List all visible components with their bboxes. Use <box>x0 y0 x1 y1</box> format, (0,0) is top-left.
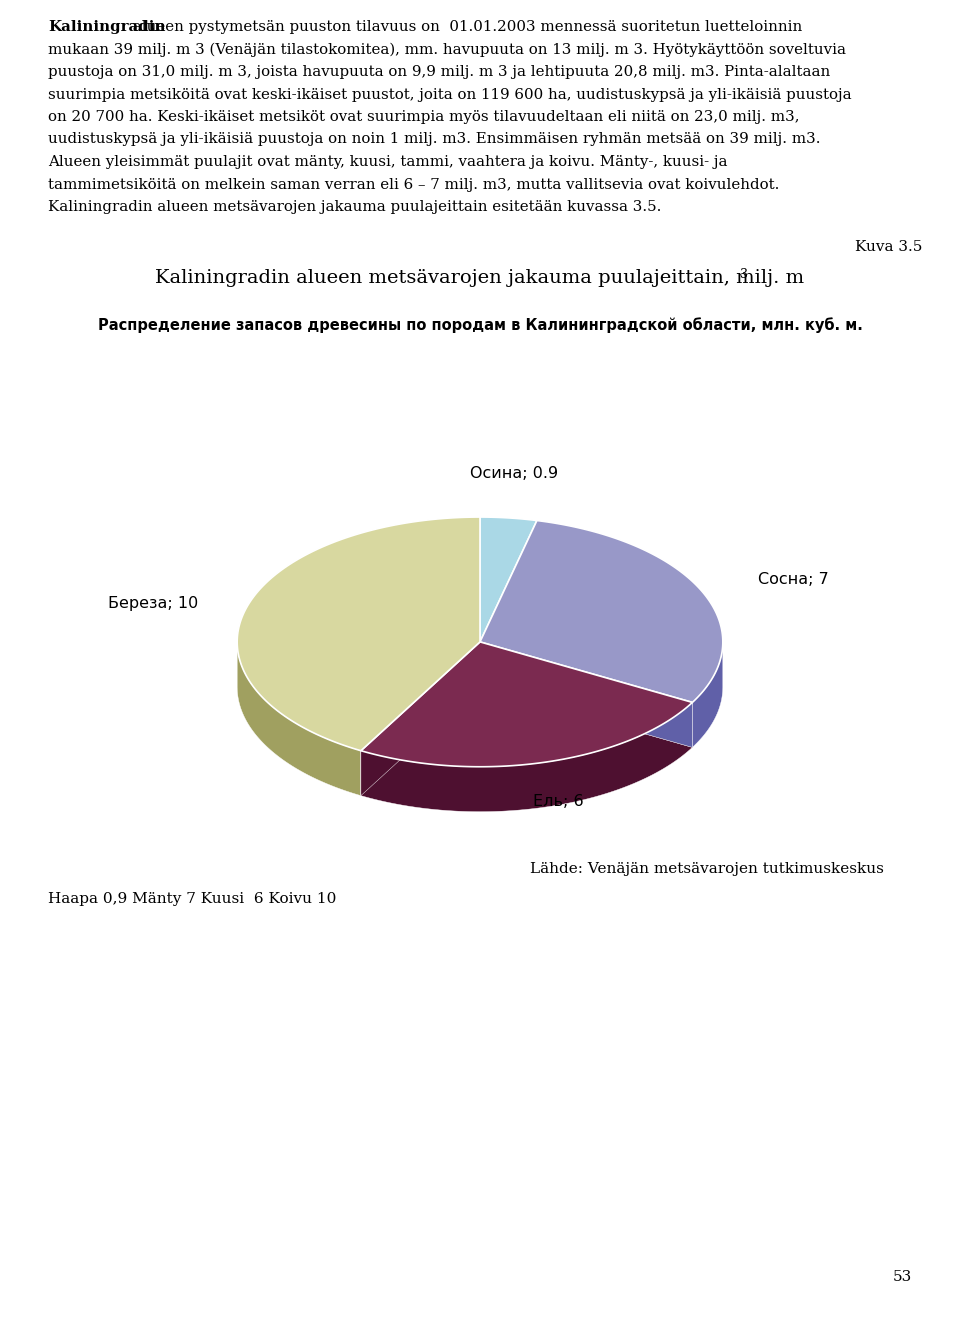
Text: Распределение запасов древесины по породам в Калининградской области, млн. куб. : Распределение запасов древесины по пород… <box>98 317 862 333</box>
Text: tammimetsiköitä on melkein saman verran eli 6 – 7 milj. m3, mutta vallitsevia ov: tammimetsiköitä on melkein saman verran … <box>48 177 780 192</box>
Text: alueen pystymetsän puuston tilavuus on  01.01.2003 mennessä suoritetun luetteloi: alueen pystymetsän puuston tilavuus on 0… <box>128 20 803 34</box>
Text: uudistuskypsä ja yli-ikäisiä puustoja on noin 1 milj. m3. Ensimmäisen ryhmän met: uudistuskypsä ja yli-ikäisiä puustoja on… <box>48 132 821 147</box>
Text: Alueen yleisimmät puulajit ovat mänty, kuusi, tammi, vaahtera ja koivu. Mänty-, : Alueen yleisimmät puulajit ovat mänty, k… <box>48 155 728 169</box>
Polygon shape <box>361 642 480 796</box>
Polygon shape <box>692 642 723 747</box>
Text: Ель; 6: Ель; 6 <box>533 793 584 809</box>
Text: mukaan 39 milj. m 3 (Venäjän tilastokomitea), mm. havupuuta on 13 milj. m 3. Hyö: mukaan 39 milj. m 3 (Venäjän tilastokomi… <box>48 42 846 57</box>
Polygon shape <box>361 702 692 812</box>
Text: 3: 3 <box>740 268 748 282</box>
Polygon shape <box>361 642 692 767</box>
Text: Kaliningradin: Kaliningradin <box>48 20 165 34</box>
Text: Береза; 10: Береза; 10 <box>108 596 198 611</box>
Text: puustoja on 31,0 milj. m 3, joista havupuuta on 9,9 milj. m 3 ja lehtipuuta 20,8: puustoja on 31,0 milj. m 3, joista havup… <box>48 65 830 79</box>
Polygon shape <box>480 642 692 747</box>
Text: Kaliningradin alueen metsävarojen jakauma puulajeittain esitetään kuvassa 3.5.: Kaliningradin alueen metsävarojen jakaum… <box>48 200 661 214</box>
Polygon shape <box>237 517 480 751</box>
Text: Kuva 3.5: Kuva 3.5 <box>854 241 922 254</box>
Text: Lähde: Venäjän metsävarojen tutkimuskeskus: Lähde: Venäjän metsävarojen tutkimuskesk… <box>530 862 884 876</box>
Polygon shape <box>361 642 480 796</box>
Text: Haapa 0,9 Mänty 7 Kuusi  6 Koivu 10: Haapa 0,9 Mänty 7 Kuusi 6 Koivu 10 <box>48 892 336 906</box>
Text: 53: 53 <box>893 1270 912 1284</box>
Polygon shape <box>480 521 723 702</box>
Text: on 20 700 ha. Keski-ikäiset metsiköt ovat suurimpia myös tilavuudeltaan eli niit: on 20 700 ha. Keski-ikäiset metsiköt ova… <box>48 110 800 124</box>
Text: Осина; 0.9: Осина; 0.9 <box>470 465 559 481</box>
Text: Сосна; 7: Сосна; 7 <box>757 571 828 587</box>
Text: suurimpia metsiköitä ovat keski-ikäiset puustot, joita on 119 600 ha, uudistusky: suurimpia metsiköitä ovat keski-ikäiset … <box>48 87 852 102</box>
Text: Kaliningradin alueen metsävarojen jakauma puulajeittain, milj. m: Kaliningradin alueen metsävarojen jakaum… <box>156 268 804 287</box>
Polygon shape <box>237 642 361 796</box>
Polygon shape <box>480 517 537 642</box>
Polygon shape <box>480 642 692 747</box>
